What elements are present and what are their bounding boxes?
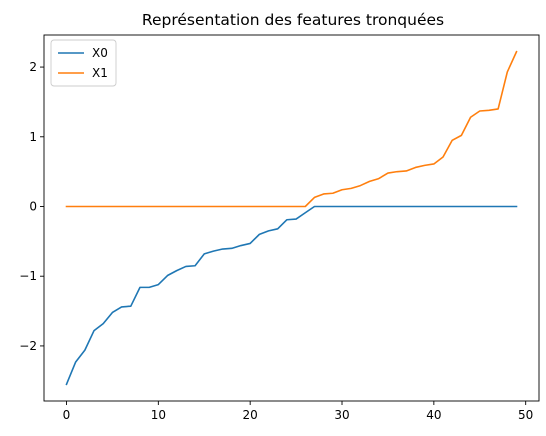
x-tick-label: 20 xyxy=(243,408,258,422)
y-tick-label: −2 xyxy=(19,339,37,353)
y-tick-label: 1 xyxy=(29,130,37,144)
axes-frame xyxy=(43,34,540,402)
legend-box xyxy=(50,39,117,87)
legend-label-x0: X0 xyxy=(92,46,108,60)
y-tick-label: 2 xyxy=(29,60,37,74)
chart-title: Représentation des features tronquées xyxy=(142,11,444,29)
legend-label-x1: X1 xyxy=(92,66,108,80)
x-tick-label: 30 xyxy=(334,408,349,422)
series-line-x1 xyxy=(65,50,518,208)
y-tick-label: −1 xyxy=(19,269,37,283)
plot-area: 0 10 20 30 40 50 −2 −1 0 1 2 X0 X1 xyxy=(19,34,540,422)
x-tick-label: 0 xyxy=(63,408,71,422)
x-tick-label: 10 xyxy=(151,408,166,422)
x-tick-label: 50 xyxy=(518,408,533,422)
x-tick-label: 40 xyxy=(426,408,441,422)
y-tick-label: 0 xyxy=(29,199,37,213)
series-line-x0 xyxy=(65,205,518,386)
